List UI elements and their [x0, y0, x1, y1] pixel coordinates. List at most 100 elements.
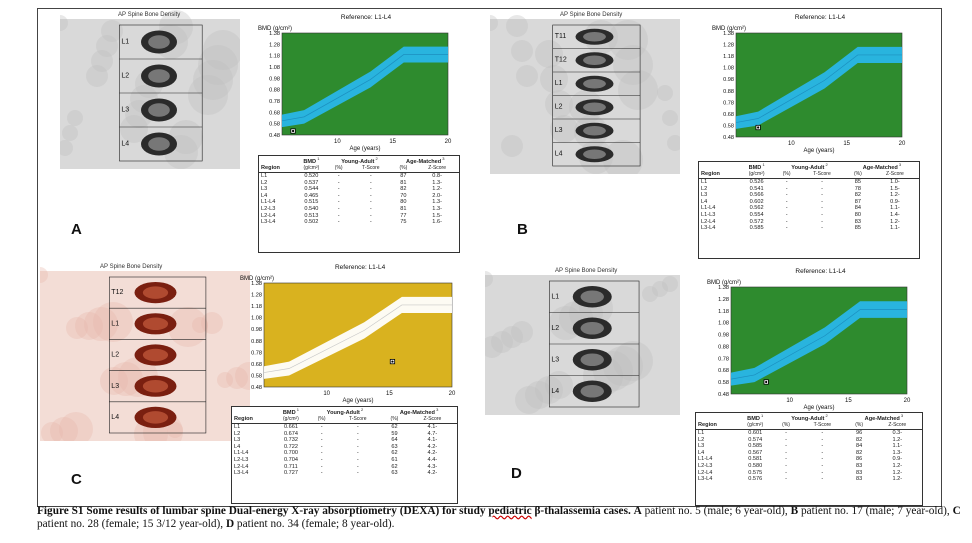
xray-shading: [40, 267, 48, 283]
caption-b-letter: B: [790, 505, 799, 517]
xray-shading: [60, 140, 73, 156]
table-grid: BMD 1 Young-Adult 2 Age-Matched 3 Region (g/…: [696, 413, 922, 483]
vertebra-core: [148, 137, 170, 151]
caption-c-letter: C: [952, 505, 961, 517]
spine-image: T12 L1 L2 L3 L4: [40, 267, 250, 441]
xray-shading: [613, 45, 653, 85]
x-axis-label: Age (years): [803, 405, 834, 411]
panel-c: AP Spine Bone Density T12 L1 L2 L3 L4 C Refe…: [38, 261, 478, 504]
xray-shading: [198, 45, 238, 85]
vertebra-core: [142, 379, 169, 393]
x-tick-label: 20: [899, 141, 906, 147]
table-row: L2-L3 0.540- -81 1.3-: [261, 206, 442, 213]
table-row: L3 0.544- -82 1.2-: [261, 186, 442, 193]
table-row: L1 0.661- -62 4.1-: [234, 424, 438, 431]
vertebra-label: L1: [121, 39, 129, 46]
y-tick-label: 1.38: [251, 281, 262, 287]
xray-shading: [66, 317, 88, 339]
y-tick-label: 0.88: [251, 339, 262, 345]
spine-image: L1 L2 L3 L4: [60, 10, 240, 169]
col-region: Region: [232, 416, 273, 425]
xray-shading: [603, 346, 643, 386]
xray-shading: [60, 15, 68, 31]
vertebra-core: [580, 321, 604, 335]
caption-wavy-word: pediatric: [488, 505, 532, 517]
xray-shading: [485, 271, 493, 287]
vertebra-core: [142, 317, 169, 331]
vertebra-core: [142, 348, 169, 362]
roi-box: [109, 276, 207, 434]
xray-title: AP Spine Bone Density: [555, 268, 618, 274]
reference-midline: [263, 304, 452, 373]
chart-title: Reference: L1-L4: [335, 264, 386, 271]
y-tick-label: 0.88: [269, 88, 280, 94]
table-row: L1 0.526- -85 1.0-: [701, 179, 900, 186]
table-row: L1-L4 0.581- -86 0.9-: [698, 456, 903, 463]
table-row: L1 0.520- -87 0.8-: [261, 173, 442, 180]
y-tick-label: 0.78: [251, 350, 262, 356]
y-axis-label: BMD (g/cm²): [258, 26, 292, 32]
x-axis-label: Age (years): [342, 398, 373, 404]
xray-shading: [86, 65, 108, 87]
vertebra-core: [580, 290, 604, 304]
vertebra-core: [148, 103, 170, 117]
y-tick-label: 1.08: [269, 65, 280, 71]
xray-image-c: AP Spine Bone Density T12 L1 L2 L3 L4: [40, 261, 250, 441]
y-tick-label: 0.48: [718, 392, 729, 398]
table-row: L3 0.566- -82 1.2-: [701, 192, 900, 199]
y-tick-label: 0.68: [723, 112, 734, 118]
col-young-adult: Young-Adult 2: [791, 162, 828, 171]
results-table: BMD 1 Young-Adult 2 Age-Matched 3 Region (g/…: [231, 406, 458, 504]
table-row: L2 0.541- -78 1.5-: [701, 185, 900, 192]
table-row: L1-L4 0.700- -62 4.2-: [234, 450, 438, 457]
col-region: Region: [699, 171, 740, 180]
col-age-matched: Age-Matched 3: [864, 413, 904, 422]
figure-caption: Figure S1 Some results of lumbar spine D…: [37, 505, 972, 531]
col-age-matched: Age-Matched 3: [399, 407, 439, 416]
panel-a: AP Spine Bone Density L1 L2 L3 L4 A Referen…: [38, 9, 478, 259]
caption-label: Figure S1: [37, 505, 84, 517]
xray-shading: [59, 412, 93, 441]
y-tick-label: 0.78: [269, 99, 280, 105]
table-subheader-row: Region (g/cm²) (%) T-Score (%) Z-Score: [696, 422, 922, 431]
xray-title: AP Spine Bone Density: [118, 12, 181, 18]
chart-title: Reference: L1-L4: [795, 268, 846, 275]
panel-letter: C: [71, 471, 82, 488]
y-tick-label: 0.98: [723, 77, 734, 83]
table-row: L2-L3 0.580- -83 1.2-: [698, 463, 903, 470]
vertebra-label: L4: [551, 388, 559, 395]
y-tick-label: 1.38: [269, 31, 280, 37]
table-header-row: BMD 1 Young-Adult 2 Age-Matched 3: [232, 407, 457, 416]
xray-shading: [550, 115, 578, 143]
xray-shading: [93, 302, 133, 342]
col-bmd: BMD 1: [747, 413, 764, 422]
xray-shading: [535, 376, 563, 404]
panel-b: AP Spine Bone Density T11 T12 L1 L2 L3 L4 B R…: [490, 9, 940, 259]
y-tick-label: 1.08: [718, 321, 729, 327]
xray-shading: [667, 135, 680, 151]
table-row: L2-L4 0.572- -83 1.2-: [701, 218, 900, 225]
table-row: L3 0.732- -64 4.1-: [234, 437, 438, 444]
xray-shading: [168, 307, 208, 347]
col-young-adult: Young-Adult 2: [326, 407, 364, 416]
y-tick-label: 1.28: [723, 43, 734, 49]
panel-letter: B: [517, 221, 528, 238]
x-tick-label: 15: [389, 139, 396, 145]
reference-midline: [735, 54, 902, 123]
table-row: L3-L4 0.585- -85 1.1-: [701, 225, 900, 232]
xray-shading: [226, 367, 248, 389]
chart-title: Reference: L1-L4: [795, 14, 846, 21]
xray-shading: [608, 20, 648, 60]
xray-shading: [485, 336, 503, 358]
xray-shading: [100, 367, 128, 395]
xray-shading: [603, 140, 643, 174]
y-tick-label: 1.28: [718, 297, 729, 303]
vertebra-label: L1: [551, 293, 559, 300]
xray-shading: [41, 422, 63, 441]
xray-shading: [96, 35, 118, 57]
vertebra-label: T11: [555, 33, 567, 40]
bmd-chart: Reference: L1-L4 BMD (g/cm²)1.38 1.28 1.18 1…: [712, 14, 906, 154]
table-row: L3-L4 0.727- -63 4.2-: [234, 470, 438, 477]
y-tick-label: 1.18: [718, 309, 729, 315]
col-bmd: BMD 1: [748, 162, 765, 171]
